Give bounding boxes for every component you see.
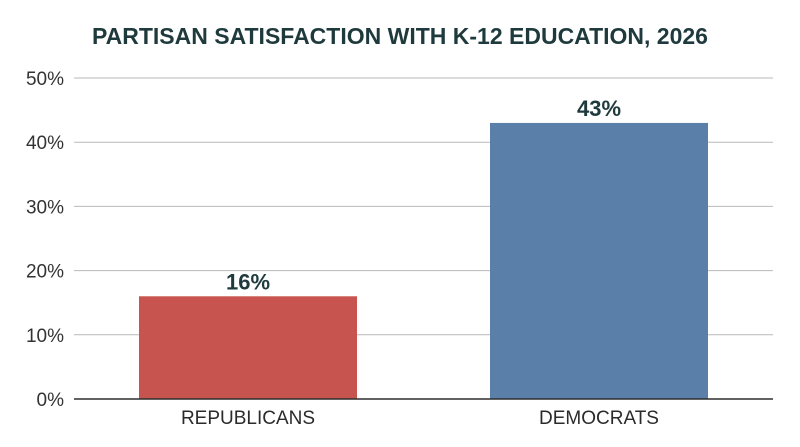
bar-democrats xyxy=(490,122,708,399)
bar-republicans xyxy=(139,296,357,399)
y-tick-label: 40% xyxy=(26,133,64,154)
data-label-democrats: 43% xyxy=(577,96,621,121)
category-label-democrats: DEMOCRATS xyxy=(539,408,659,429)
data-label-republicans: 16% xyxy=(226,269,270,294)
y-tick-label: 50% xyxy=(26,69,64,90)
y-axis-tick-labels: 0% 10% 20% 30% 40% 50% xyxy=(26,69,64,411)
y-tick-label: 20% xyxy=(26,262,64,283)
y-tick-label: 0% xyxy=(37,390,65,411)
chart-title: PARTISAN SATISFACTION WITH K-12 EDUCATIO… xyxy=(92,23,708,49)
y-tick-label: 30% xyxy=(26,197,64,218)
category-label-republicans: REPUBLICANS xyxy=(181,408,315,429)
x-axis-category-labels: REPUBLICANS DEMOCRATS xyxy=(181,408,659,429)
y-tick-label: 10% xyxy=(26,326,64,347)
bars xyxy=(139,122,708,399)
data-labels: 16% 43% xyxy=(226,96,621,294)
